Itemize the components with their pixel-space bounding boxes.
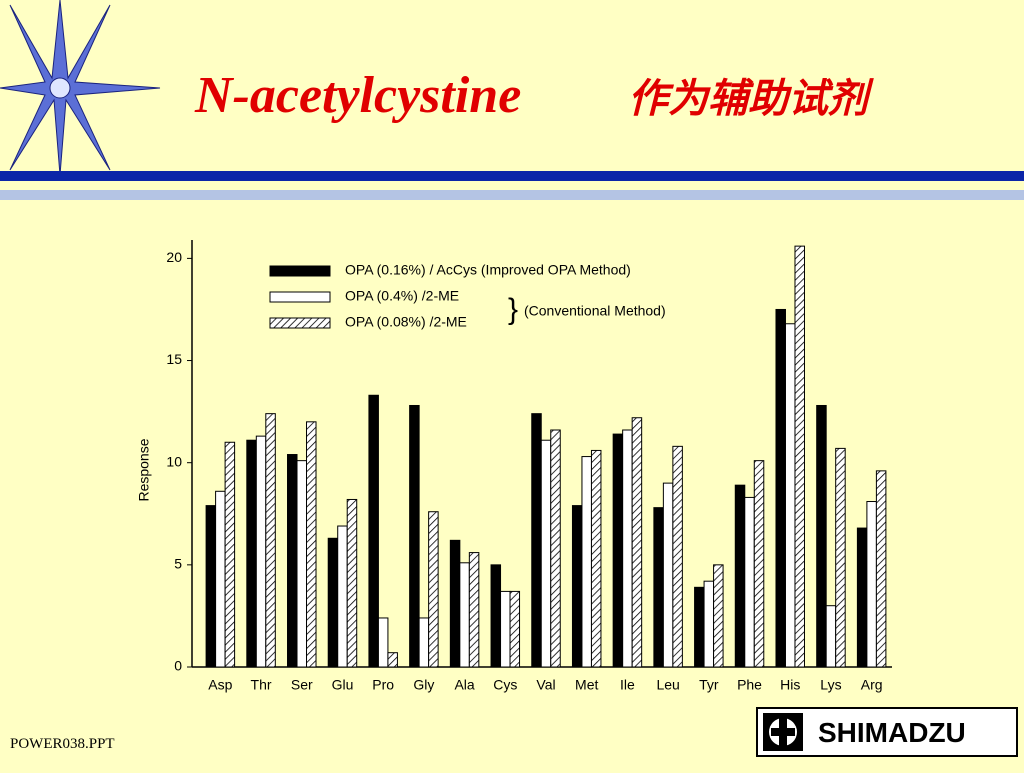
y-tick-label: 10 <box>166 453 182 469</box>
bar <box>327 537 339 668</box>
bar <box>753 460 765 668</box>
x-tick-label: Glu <box>332 677 354 693</box>
bar <box>835 447 846 668</box>
bar <box>468 552 480 668</box>
legend-swatch <box>269 265 331 277</box>
bar <box>672 445 683 668</box>
bar <box>490 564 502 668</box>
bar <box>653 507 664 668</box>
bar <box>255 435 267 668</box>
bar <box>337 525 348 668</box>
bar <box>581 456 592 668</box>
title-cn: 作为辅助试剂 <box>628 77 874 121</box>
x-tick-label: Arg <box>861 677 883 693</box>
bar <box>694 586 705 668</box>
bar <box>428 511 439 668</box>
y-axis-label: Response <box>136 438 152 501</box>
bar <box>744 496 755 668</box>
x-tick-label: Ser <box>291 677 313 693</box>
bar <box>816 404 827 668</box>
bar <box>387 652 398 668</box>
bar <box>215 490 226 668</box>
x-tick-label: Pro <box>372 677 394 693</box>
bar <box>346 498 358 668</box>
legend-group-label: (Conventional Method) <box>524 303 666 319</box>
bar <box>775 308 786 668</box>
bar <box>296 460 308 668</box>
bar <box>246 439 257 668</box>
rule-light <box>0 190 1024 200</box>
bar <box>287 454 298 668</box>
bar <box>734 484 746 668</box>
bar <box>571 505 583 668</box>
legend-label: OPA (0.4%) /2-ME <box>345 288 459 304</box>
y-tick-label: 0 <box>174 658 182 674</box>
bar <box>509 590 521 668</box>
logo-text: SHIMADZU <box>818 717 966 748</box>
bar <box>713 564 724 668</box>
bar <box>449 539 461 668</box>
bar <box>531 413 542 668</box>
bar <box>622 429 633 668</box>
title-latin: N-acetylcystine <box>194 67 521 124</box>
bar <box>866 501 877 668</box>
rule-dark <box>0 171 1024 181</box>
bar <box>662 482 674 668</box>
x-tick-label: Thr <box>251 677 272 693</box>
bar <box>784 323 796 668</box>
bar <box>856 527 868 668</box>
x-tick-label: His <box>780 677 800 693</box>
bar <box>540 439 552 668</box>
y-tick-label: 20 <box>166 249 182 265</box>
x-tick-label: Val <box>536 677 555 693</box>
bar <box>224 441 236 668</box>
logo: SHIMADZU <box>756 707 1018 757</box>
x-tick-label: Phe <box>737 677 762 693</box>
bar <box>368 394 379 668</box>
bar <box>875 470 887 668</box>
legend-swatch <box>269 317 331 329</box>
bar <box>205 505 217 668</box>
y-tick-label: 15 <box>166 351 182 367</box>
legend-swatch <box>269 291 331 303</box>
bar <box>306 421 317 668</box>
bar <box>631 417 643 668</box>
bar <box>418 617 430 668</box>
x-tick-label: Gly <box>413 677 434 693</box>
bar <box>500 590 511 668</box>
footer: POWER038.PPT <box>10 736 115 752</box>
legend-label: OPA (0.08%) /2-ME <box>345 314 467 330</box>
bar <box>377 617 389 668</box>
bar <box>459 562 470 668</box>
x-tick-label: Ile <box>620 677 635 693</box>
bar <box>409 404 420 668</box>
x-tick-label: Cys <box>493 677 517 693</box>
y-tick-label: 5 <box>174 556 182 572</box>
bar <box>794 245 805 668</box>
x-tick-label: Leu <box>656 677 679 693</box>
x-tick-label: Lys <box>820 677 841 693</box>
bar <box>265 413 276 668</box>
bar <box>703 580 715 668</box>
legend-brace: } <box>508 293 518 326</box>
bar <box>590 449 602 668</box>
x-tick-label: Asp <box>208 677 232 693</box>
x-tick-label: Ala <box>454 677 474 693</box>
bar <box>550 429 561 668</box>
x-tick-label: Met <box>575 677 598 693</box>
chart: 0 5 10 15 20 Response Asp Thr Ser Glu Pro Gly Ala Cys… <box>136 240 892 693</box>
x-tick-label: Tyr <box>699 677 719 693</box>
bar <box>825 605 837 668</box>
legend-label: OPA (0.16%) / AcCys (Improved OPA Method… <box>345 262 631 278</box>
bar <box>612 433 624 668</box>
